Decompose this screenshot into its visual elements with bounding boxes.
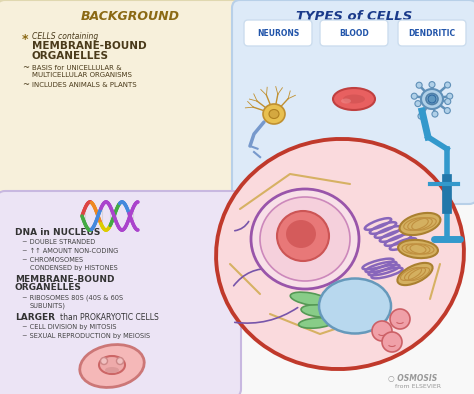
FancyBboxPatch shape <box>0 0 241 204</box>
Text: CONDENSED by HISTONES: CONDENSED by HISTONES <box>30 265 118 271</box>
Ellipse shape <box>263 104 285 124</box>
Ellipse shape <box>260 197 350 281</box>
Text: ~ ↑↑ AMOUNT NON-CODING: ~ ↑↑ AMOUNT NON-CODING <box>22 248 118 254</box>
Text: SUBUNITS): SUBUNITS) <box>30 303 66 309</box>
Ellipse shape <box>269 110 279 119</box>
Ellipse shape <box>333 88 375 110</box>
Circle shape <box>428 95 436 103</box>
Circle shape <box>432 111 438 117</box>
FancyBboxPatch shape <box>320 20 388 46</box>
Circle shape <box>445 82 451 88</box>
FancyBboxPatch shape <box>244 20 312 46</box>
Text: ~ DOUBLE STRANDED: ~ DOUBLE STRANDED <box>22 239 95 245</box>
Circle shape <box>390 309 410 329</box>
Circle shape <box>117 357 124 364</box>
Ellipse shape <box>398 240 438 258</box>
Text: ~ SEXUAL REPRODUCTION by MEIOSIS: ~ SEXUAL REPRODUCTION by MEIOSIS <box>22 333 150 339</box>
Ellipse shape <box>105 367 119 373</box>
Ellipse shape <box>397 263 433 285</box>
Circle shape <box>411 93 417 99</box>
Text: BASIS for UNICELLULAR &: BASIS for UNICELLULAR & <box>32 65 122 71</box>
Circle shape <box>447 93 453 99</box>
Circle shape <box>418 113 424 119</box>
Text: INCLUDES ANIMALS & PLANTS: INCLUDES ANIMALS & PLANTS <box>32 82 137 88</box>
Text: ~: ~ <box>22 63 29 72</box>
Ellipse shape <box>277 211 329 261</box>
Ellipse shape <box>286 220 316 248</box>
Text: MEMBRANE-BOUND: MEMBRANE-BOUND <box>32 41 146 51</box>
Text: NEURONS: NEURONS <box>257 28 299 37</box>
Circle shape <box>372 321 392 341</box>
Circle shape <box>382 332 402 352</box>
Text: than PROKARYOTIC CELLS: than PROKARYOTIC CELLS <box>60 312 159 322</box>
Text: BLOOD: BLOOD <box>339 28 369 37</box>
Text: LARGER: LARGER <box>15 312 55 322</box>
Circle shape <box>445 98 451 104</box>
Circle shape <box>444 108 450 113</box>
Text: ORGANELLES: ORGANELLES <box>15 284 82 292</box>
Ellipse shape <box>80 345 144 387</box>
Circle shape <box>100 357 108 364</box>
Text: DENDRITIC: DENDRITIC <box>409 28 456 37</box>
FancyBboxPatch shape <box>398 20 466 46</box>
Text: DNA in NUCLEUS: DNA in NUCLEUS <box>15 227 100 236</box>
Text: ○ OSMOSIS: ○ OSMOSIS <box>388 375 437 383</box>
Text: BACKGROUND: BACKGROUND <box>81 9 180 22</box>
Ellipse shape <box>400 213 440 235</box>
FancyBboxPatch shape <box>0 191 241 394</box>
Ellipse shape <box>299 318 333 328</box>
FancyBboxPatch shape <box>232 0 474 204</box>
Text: ~ CHROMOSOMES: ~ CHROMOSOMES <box>22 257 83 263</box>
Ellipse shape <box>319 279 391 333</box>
Ellipse shape <box>290 292 330 306</box>
Ellipse shape <box>341 98 351 104</box>
Text: ~: ~ <box>22 80 29 89</box>
Ellipse shape <box>251 189 359 289</box>
Circle shape <box>415 100 421 107</box>
Text: from ELSEVIER: from ELSEVIER <box>395 383 441 388</box>
Circle shape <box>429 82 435 87</box>
Text: ~ RIBOSOMES 80S (40S & 60S: ~ RIBOSOMES 80S (40S & 60S <box>22 295 123 301</box>
Ellipse shape <box>99 356 125 374</box>
Ellipse shape <box>421 89 443 109</box>
Text: *: * <box>22 32 28 45</box>
Text: CELLS containing: CELLS containing <box>32 32 98 41</box>
Circle shape <box>416 82 422 88</box>
Ellipse shape <box>216 139 464 369</box>
Text: MULTICELLULAR ORGANISMS: MULTICELLULAR ORGANISMS <box>32 72 132 78</box>
Text: ORGANELLES: ORGANELLES <box>32 51 109 61</box>
Text: TYPES of CELLS: TYPES of CELLS <box>296 9 412 22</box>
Ellipse shape <box>343 95 365 104</box>
Ellipse shape <box>301 305 339 317</box>
Ellipse shape <box>426 93 438 104</box>
Text: ~ CELL DIVISION by MITOSIS: ~ CELL DIVISION by MITOSIS <box>22 324 117 330</box>
Text: MEMBRANE-BOUND: MEMBRANE-BOUND <box>15 275 115 284</box>
